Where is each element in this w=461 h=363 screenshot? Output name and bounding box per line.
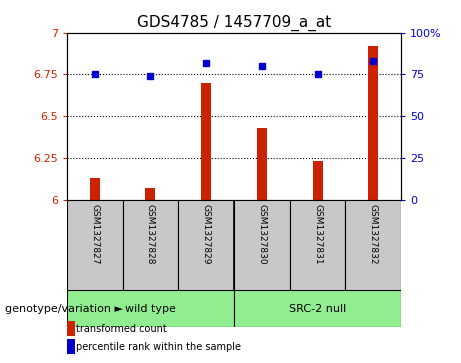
Text: GSM1327828: GSM1327828 <box>146 204 155 265</box>
Text: GSM1327829: GSM1327829 <box>201 204 211 265</box>
Bar <box>178 200 234 290</box>
Bar <box>345 200 401 290</box>
Text: GSM1327830: GSM1327830 <box>257 204 266 265</box>
Bar <box>67 290 234 327</box>
Text: GSM1327832: GSM1327832 <box>369 204 378 265</box>
Bar <box>234 200 290 290</box>
Text: transformed count: transformed count <box>76 323 167 334</box>
Bar <box>257 128 267 200</box>
Bar <box>201 83 211 200</box>
Bar <box>145 188 155 200</box>
Text: SRC-2 null: SRC-2 null <box>289 303 346 314</box>
Bar <box>67 200 123 290</box>
Bar <box>90 178 100 200</box>
Bar <box>368 46 378 200</box>
Text: percentile rank within the sample: percentile rank within the sample <box>76 342 241 352</box>
Text: genotype/variation ►: genotype/variation ► <box>5 303 123 314</box>
Bar <box>290 200 345 290</box>
Text: wild type: wild type <box>125 303 176 314</box>
Title: GDS4785 / 1457709_a_at: GDS4785 / 1457709_a_at <box>137 15 331 31</box>
Bar <box>313 161 323 200</box>
Bar <box>234 290 401 327</box>
Bar <box>123 200 178 290</box>
Text: GSM1327831: GSM1327831 <box>313 204 322 265</box>
Text: GSM1327827: GSM1327827 <box>90 204 99 265</box>
